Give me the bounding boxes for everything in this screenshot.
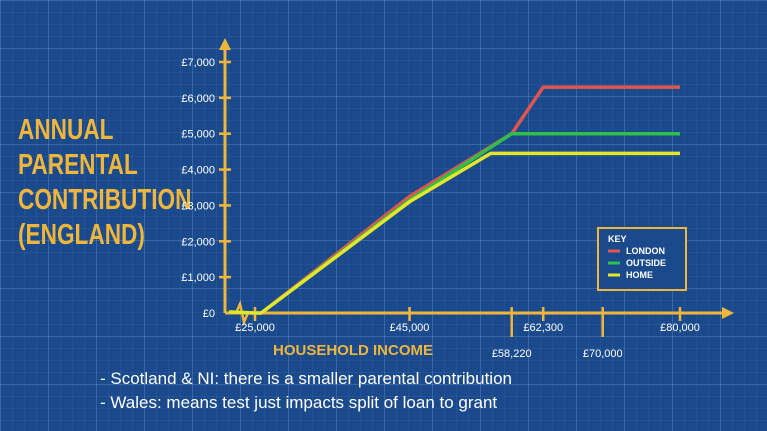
x-tick-label: £70,000 [583, 348, 623, 360]
y-title-line: CONTRIBUTION [18, 184, 192, 216]
x-axis-arrow [722, 307, 734, 319]
y-axis-arrow [219, 38, 231, 50]
y-title-line: ANNUAL [18, 114, 114, 146]
y-tick-label: £4,000 [181, 165, 215, 177]
x-tick-label: £80,000 [660, 322, 700, 334]
legend-label: HOME [626, 270, 653, 280]
legend-label: OUTSIDE [626, 258, 666, 268]
y-tick-label: £6,000 [181, 93, 215, 105]
notes: - Scotland & NI: there is a smaller pare… [100, 367, 512, 415]
legend-title: KEY [608, 234, 627, 244]
x-tick-label: £25,000 [235, 322, 275, 334]
note-line: - Wales: means test just impacts split o… [100, 393, 498, 412]
y-tick-label: £7,000 [181, 57, 215, 69]
series-group [228, 85, 680, 315]
series-line-home [228, 151, 680, 315]
y-title-line: (ENGLAND) [18, 219, 145, 251]
legend-label: LONDON [626, 246, 665, 256]
x-tick-label: £45,000 [390, 322, 430, 334]
x-tick-label: £58,220 [492, 348, 532, 360]
y-axis-title: ANNUAL PARENTAL CONTRIBUTION (ENGLAND) [18, 113, 191, 253]
x-axis-title: HOUSEHOLD INCOME [273, 342, 434, 359]
note-line: - Scotland & NI: there is a smaller pare… [100, 369, 512, 388]
y-tick-label: £5,000 [181, 129, 215, 141]
y-tick-label: £1,000 [181, 272, 215, 284]
y-tick-label: £3,000 [181, 200, 215, 212]
x-tick-label: £62,300 [523, 322, 563, 334]
legend-box [597, 227, 687, 291]
y-title-line: PARENTAL [18, 149, 138, 181]
y-tick-label: £2,000 [181, 236, 215, 248]
y-tick-label: £0 [203, 308, 215, 320]
